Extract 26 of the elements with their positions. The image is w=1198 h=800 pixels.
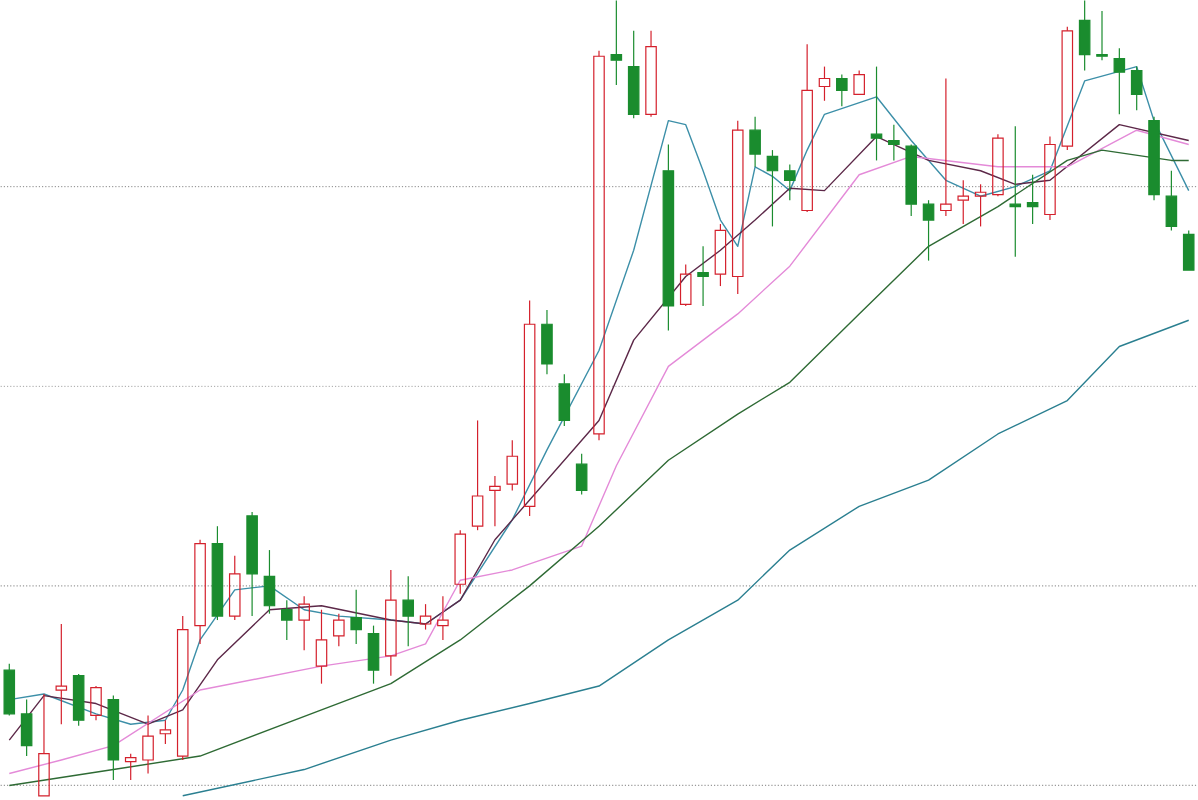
candlestick (298, 595, 310, 651)
candlestick (1009, 125, 1022, 258)
candlestick (801, 43, 813, 213)
candlestick (749, 116, 761, 168)
candlestick (489, 475, 501, 527)
candlestick (1096, 10, 1108, 61)
candlestick (402, 575, 415, 647)
candlestick (888, 124, 900, 162)
candlestick (194, 539, 206, 645)
candlestick (610, 0, 623, 86)
candlestick (55, 623, 68, 725)
candlestick (870, 66, 883, 162)
candlestick (541, 309, 553, 376)
candlestick (385, 569, 397, 677)
candlestick (992, 133, 1004, 197)
candlestick (645, 30, 657, 118)
candlestick (90, 685, 102, 721)
candlestick (246, 511, 258, 617)
candlestick (662, 144, 675, 332)
candlestick (593, 50, 605, 442)
candlestick (437, 595, 449, 641)
candlestick (142, 714, 154, 775)
candlestick (697, 245, 709, 307)
candlestick (940, 78, 952, 217)
candlestick (1148, 116, 1160, 201)
candlestick (1044, 136, 1056, 221)
